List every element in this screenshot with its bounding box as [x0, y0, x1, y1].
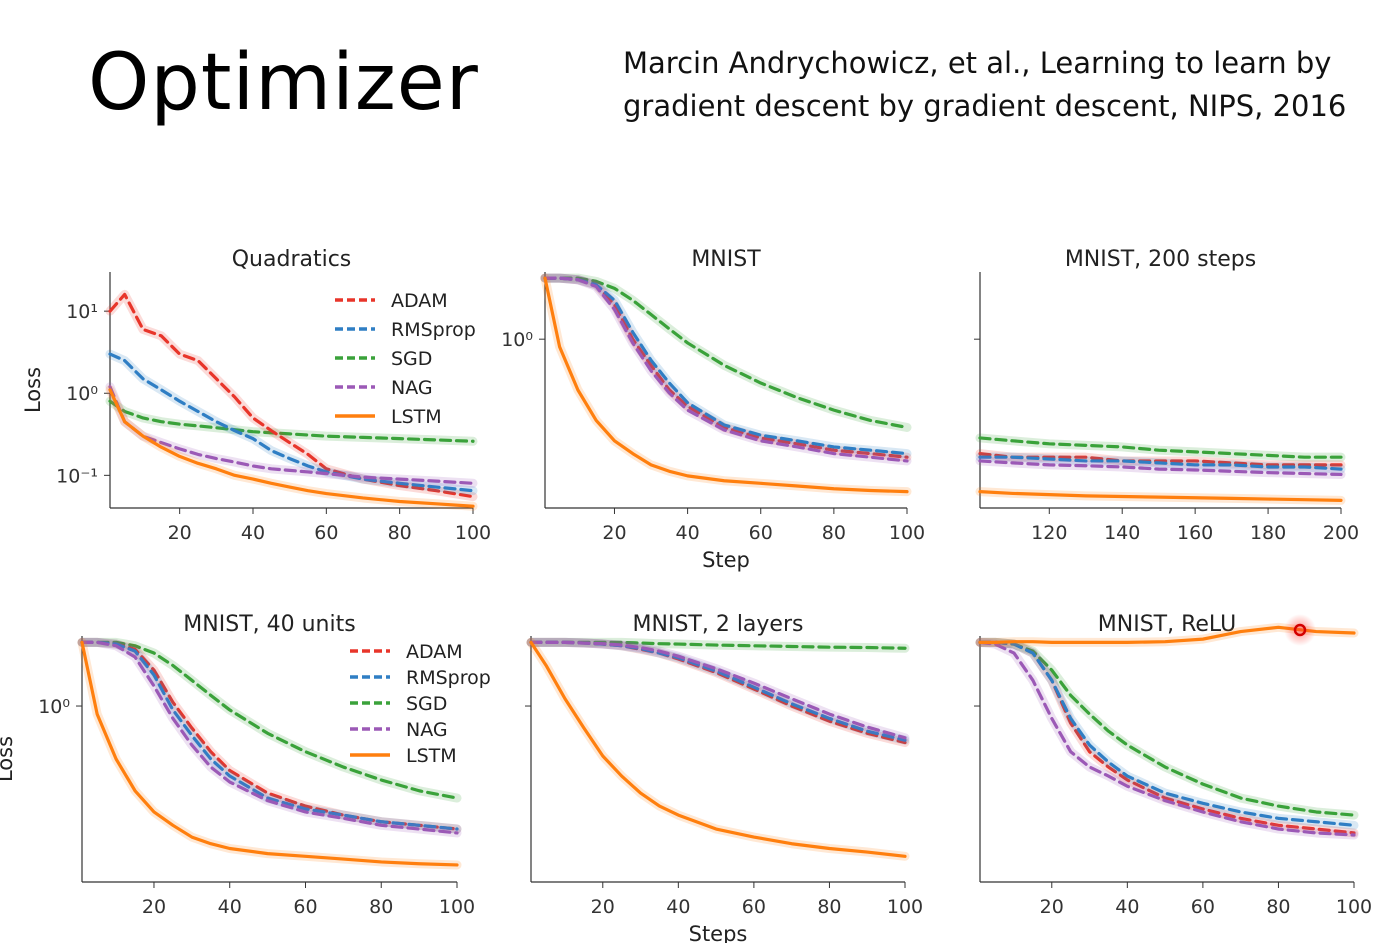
x-tick-label: 80 — [369, 896, 393, 918]
x-tick-label: 100 — [889, 522, 925, 544]
series-line-sgd — [80, 640, 459, 800]
y-tick-label: 10¹ — [66, 301, 98, 323]
cursor-indicator — [1284, 614, 1316, 646]
x-tick-label: 60 — [1191, 896, 1215, 918]
series-line-lstm — [978, 625, 1356, 644]
x-tick-label: 80 — [1266, 896, 1290, 918]
x-tick-label: 20 — [591, 896, 615, 918]
y-tick-label: 10⁻¹ — [56, 465, 98, 487]
chart-title: MNIST — [691, 247, 761, 272]
x-tick-label: 60 — [314, 522, 338, 544]
legend-label-sgd: SGD — [391, 348, 432, 370]
series-line-lstm — [543, 276, 909, 494]
x-tick-label: 60 — [742, 896, 766, 918]
x-tick-label: 40 — [666, 896, 690, 918]
citation-line-2: gradient descent by gradient descent, NI… — [623, 89, 1347, 123]
series-line-nag — [543, 276, 909, 463]
legend-label-lstm: LSTM — [406, 745, 457, 767]
chart-mnist-40-units: MNIST, 40 units 20 40 60 80 100 10⁰ Loss ADAM RMS… — [0, 612, 491, 918]
series-line-nag — [978, 640, 1356, 837]
series-line-lstm — [108, 388, 475, 508]
series-line-sgd — [543, 276, 909, 430]
legend-label-adam: ADAM — [406, 641, 463, 663]
x-tick-label: 20 — [142, 896, 166, 918]
y-tick-label: 10⁰ — [38, 696, 70, 718]
legend-label-nag: NAG — [406, 719, 448, 741]
chart-mnist-200-steps: MNIST, 200 steps 120 140 160 180 200 — [974, 247, 1359, 544]
series-line-nag — [80, 640, 459, 835]
x-tick-label: 40 — [1115, 896, 1139, 918]
x-axis-label: Step — [702, 548, 750, 572]
series-line-lstm — [978, 490, 1343, 502]
x-tick-label: 20 — [602, 522, 626, 544]
legend-label-sgd: SGD — [406, 693, 447, 715]
x-tick-label: 40 — [218, 896, 242, 918]
y-axis-label: Loss — [21, 367, 45, 413]
series-band-nag — [526, 637, 910, 743]
x-tick-label: 80 — [388, 522, 412, 544]
x-tick-label: 60 — [293, 896, 317, 918]
x-tick-label: 100 — [439, 896, 475, 918]
series-line-lstm — [80, 640, 459, 867]
x-tick-label: 160 — [1177, 522, 1213, 544]
series-line-lstm — [529, 640, 907, 858]
x-tick-label: 100 — [1336, 896, 1372, 918]
chart-mnist: MNIST 20 40 60 80 100 10⁰ Step — [501, 247, 925, 572]
citation-line-1: Marcin Andrychowicz, et al., Learning to… — [623, 46, 1332, 80]
chart-mnist-2-layers: MNIST, 2 layers 20 40 60 80 100 Steps — [525, 612, 923, 943]
x-tick-label: 80 — [822, 522, 846, 544]
chart-title: MNIST, ReLU — [1098, 612, 1236, 637]
x-tick-label: 60 — [749, 522, 773, 544]
series-line-rmsprop — [108, 352, 475, 493]
series-line-rmsprop — [978, 640, 1356, 827]
chart-title: MNIST, 200 steps — [1065, 247, 1256, 272]
x-tick-label: 80 — [817, 896, 841, 918]
chart-title: Quadratics — [232, 247, 352, 272]
y-tick-label: 10⁰ — [66, 383, 98, 405]
chart-title: MNIST, 40 units — [183, 612, 355, 637]
x-tick-label: 100 — [887, 896, 923, 918]
legend: ADAM RMSprop SGD NAG LSTM — [335, 290, 476, 428]
series-line-sgd — [108, 399, 475, 443]
legend-label-adam: ADAM — [391, 290, 448, 312]
x-tick-label: 20 — [1040, 896, 1064, 918]
x-tick-label: 20 — [168, 522, 192, 544]
legend-label-rmsprop: RMSprop — [406, 667, 491, 689]
chart-title: MNIST, 2 layers — [633, 612, 804, 637]
series-line-rmsprop — [80, 640, 459, 831]
series-line-nag — [529, 640, 907, 740]
x-tick-label: 40 — [241, 522, 265, 544]
x-tick-label: 120 — [1031, 522, 1067, 544]
x-axis-label: Steps — [689, 922, 748, 943]
citation: Marcin Andrychowicz, et al., Learning to… — [623, 42, 1346, 128]
series-line-nag — [978, 459, 1343, 477]
legend-label-lstm: LSTM — [391, 406, 442, 428]
x-tick-label: 200 — [1323, 522, 1359, 544]
chart-mnist-relu: MNIST, ReLU 20 40 60 80 100 — [974, 612, 1372, 918]
x-tick-label: 180 — [1250, 522, 1286, 544]
x-tick-label: 140 — [1104, 522, 1140, 544]
x-tick-label: 40 — [676, 522, 700, 544]
legend: ADAM RMSprop SGD NAG LSTM — [350, 641, 491, 767]
series-line-nag — [108, 385, 475, 485]
y-axis-label: Loss — [0, 736, 17, 782]
legend-label-rmsprop: RMSprop — [391, 319, 476, 341]
slide-title: Optimizer — [88, 38, 479, 128]
x-tick-label: 100 — [455, 522, 491, 544]
legend-label-nag: NAG — [391, 377, 433, 399]
series-band-sgd — [540, 273, 912, 432]
y-tick-label: 10⁰ — [501, 329, 533, 351]
series-line-rmsprop — [978, 455, 1343, 471]
chart-quadratics: Quadratics 20 40 60 80 100 10¹ 10⁰ 10⁻¹ Loss ADAM R… — [21, 247, 491, 544]
series-line-sgd — [978, 436, 1343, 459]
